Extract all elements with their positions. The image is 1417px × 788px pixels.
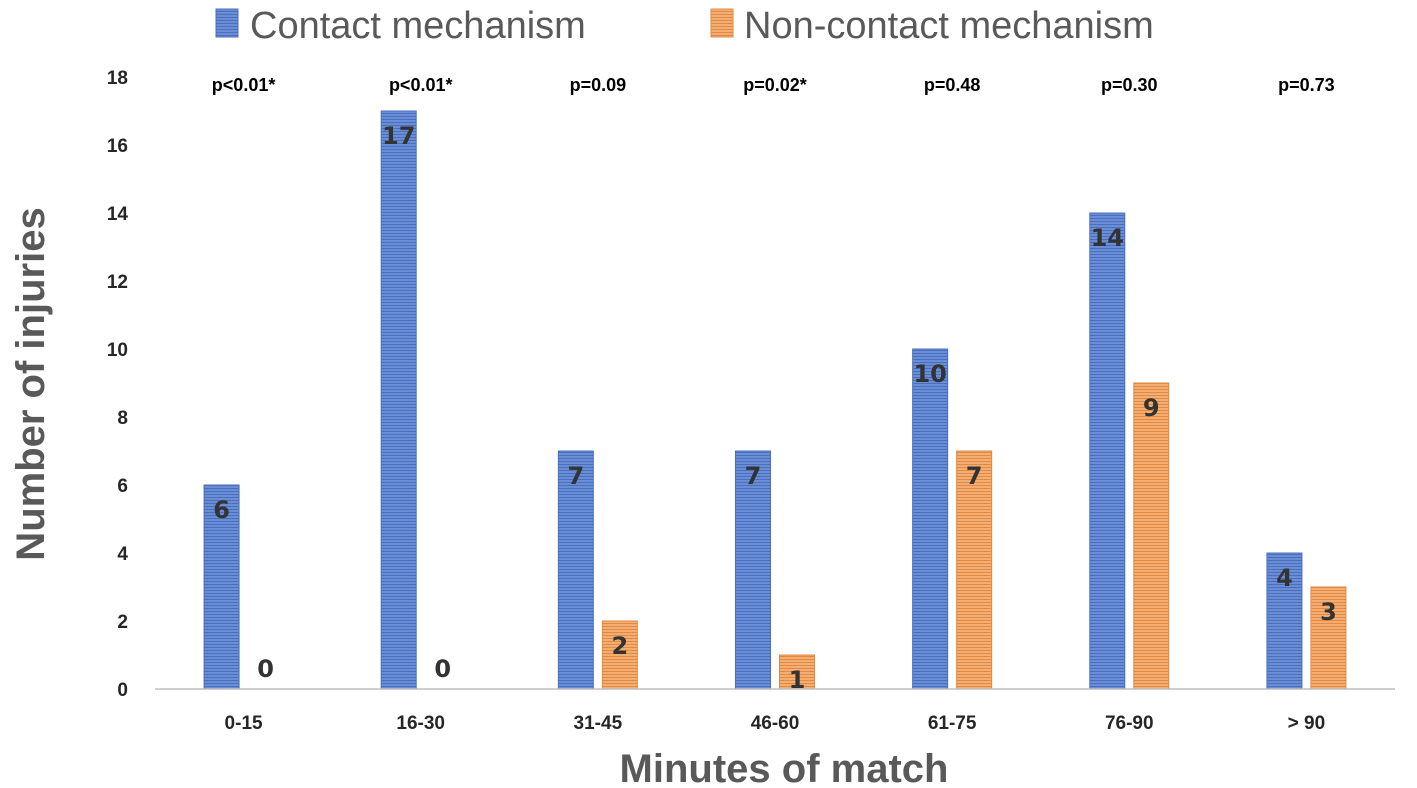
bar-noncontact	[956, 450, 993, 690]
p-value-label: p=0.73	[1278, 75, 1335, 95]
p-value-annotations: p<0.01* p<0.01* p=0.09 p=0.02* p=0.48 p=0.30 p…	[212, 75, 1335, 95]
p-value-label: p=0.02*	[743, 75, 807, 95]
y-tick-label: 10	[107, 340, 128, 361]
y-tick-label: 2	[117, 612, 128, 633]
bar-contact	[1089, 212, 1126, 690]
x-tick-label: 76-90	[1105, 713, 1154, 734]
bar-contact	[203, 484, 240, 690]
bar-noncontact	[601, 620, 638, 690]
x-axis-title: Minutes of match	[620, 747, 949, 788]
data-label-noncontact: 9	[1143, 394, 1160, 422]
y-axis-title: Number of injuries	[9, 207, 53, 560]
legend-item-contact: Contact mechanism	[215, 5, 586, 47]
legend-label-contact: Contact mechanism	[250, 5, 586, 47]
y-axis-ticks: 0 2 4 6 8 10 12 14 16 18	[107, 68, 129, 701]
legend: Contact mechanism Non-contact mechanism	[215, 5, 1154, 47]
x-tick-label: 0-15	[225, 713, 263, 734]
x-tick-label: 16-30	[396, 713, 445, 734]
data-label-contact: 4	[1276, 564, 1293, 592]
y-tick-label: 6	[117, 476, 128, 497]
data-label-noncontact: 3	[1320, 598, 1337, 626]
p-value-label: p=0.48	[924, 75, 981, 95]
legend-item-noncontact: Non-contact mechanism	[710, 5, 1154, 47]
p-value-label: p<0.01*	[389, 75, 453, 95]
y-tick-label: 14	[107, 204, 129, 225]
y-tick-label: 18	[107, 68, 128, 89]
x-tick-label: 31-45	[574, 713, 623, 734]
data-label-contact: 7	[745, 462, 762, 490]
legend-swatch-contact	[215, 8, 239, 38]
legend-swatch-noncontact	[710, 8, 734, 38]
x-tick-label: > 90	[1288, 713, 1326, 734]
data-label-noncontact: 0	[434, 655, 451, 683]
bar-noncontact	[1133, 382, 1170, 690]
p-value-label: p=0.09	[570, 75, 627, 95]
y-tick-label: 16	[107, 136, 128, 157]
data-label-contact: 10	[913, 360, 946, 388]
bar-noncontact	[1310, 586, 1347, 690]
y-tick-label: 4	[117, 544, 128, 565]
x-tick-label: 46-60	[751, 713, 800, 734]
x-tick-label: 61-75	[928, 713, 977, 734]
data-label-noncontact: 1	[789, 666, 806, 694]
p-value-label: p=0.30	[1101, 75, 1158, 95]
data-label-noncontact: 2	[612, 632, 629, 660]
data-labels: 6 0 17 0 7 2 7 1 10 7 14 9 43	[213, 122, 1337, 694]
data-label-contact: 6	[213, 496, 230, 524]
bar-contact	[380, 110, 417, 690]
bar-contact	[735, 450, 771, 690]
y-tick-label: 12	[107, 272, 128, 293]
data-label-noncontact: 7	[966, 462, 983, 490]
data-label-noncontact: 0	[257, 655, 274, 683]
p-value-label: p<0.01*	[212, 75, 276, 95]
y-tick-label: 0	[117, 680, 128, 701]
x-axis-ticks: 0-15 16-30 31-45 46-60 61-75 76-90 > 90	[225, 713, 1326, 734]
legend-label-noncontact: Non-contact mechanism	[744, 5, 1154, 47]
bars	[203, 110, 1347, 690]
bar-contact	[912, 348, 949, 690]
data-label-contact: 17	[382, 122, 415, 150]
data-label-contact: 14	[1091, 224, 1124, 252]
data-label-contact: 7	[568, 462, 585, 490]
y-tick-label: 8	[117, 408, 128, 429]
bar-contact	[557, 450, 594, 690]
